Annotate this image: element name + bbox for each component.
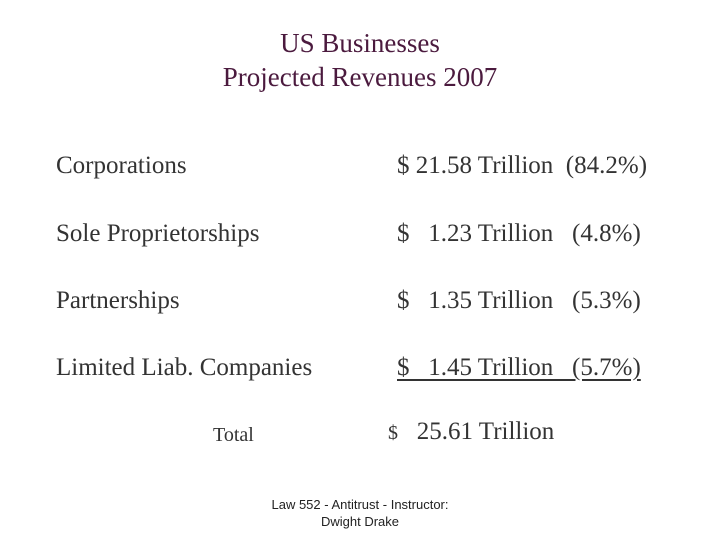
total-value: $ 25.61 Trillion (388, 418, 554, 446)
row-label: Limited Liab. Companies (56, 354, 313, 381)
row-value: $ 1.23 Trillion (4.8%) (397, 220, 641, 247)
total-amount: 25.61 Trillion (416, 418, 555, 445)
total-label: Total (213, 424, 254, 446)
revenue-row-llc: Limited Liab. Companies $ 1.45 Trillion … (0, 354, 720, 394)
footer-line-1: Law 552 - Antitrust - Instructor: (271, 497, 449, 512)
total-currency: $ (388, 422, 398, 444)
row-label: Partnerships (56, 287, 180, 314)
row-label: Corporations (56, 152, 187, 179)
footer-line-2: Dwight Drake (320, 514, 400, 529)
row-value: $ 21.58 Trillion (84.2%) (397, 152, 648, 179)
revenue-row-partnerships: Partnerships $ 1.35 Trillion (5.3%) (0, 287, 720, 327)
revenue-row-sole-proprietorships: Sole Proprietorships $ 1.23 Trillion (4.… (0, 220, 720, 260)
row-value: $ 1.45 Trillion (5.7%) (397, 354, 641, 381)
revenue-row-corporations: Corporations $ 21.58 Trillion (84.2%) (0, 152, 720, 192)
slide-title: US Businesses Projected Revenues 2007 (0, 26, 720, 94)
title-line-2: Projected Revenues 2007 (222, 62, 498, 92)
row-value: $ 1.35 Trillion (5.3%) (397, 287, 641, 314)
title-line-1: US Businesses (280, 28, 440, 58)
slide-footer: Law 552 - Antitrust - Instructor: Dwight… (210, 496, 510, 530)
row-label: Sole Proprietorships (56, 220, 260, 247)
